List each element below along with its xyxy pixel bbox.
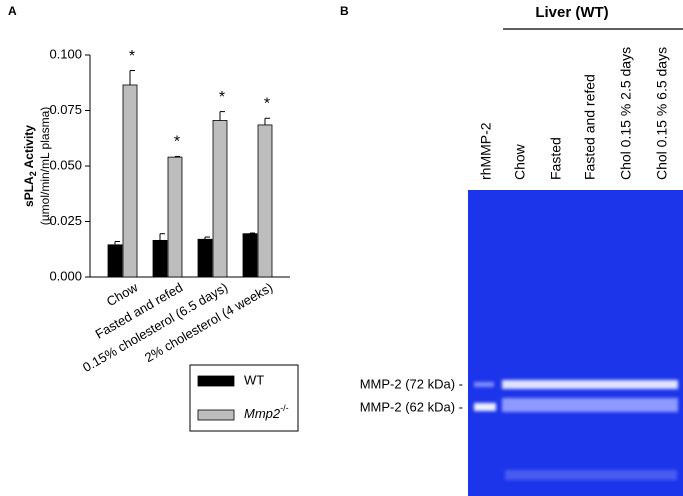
band-label: MMP-2 (62 kDa) - <box>360 399 463 414</box>
lane-label: Chol 0.15 % 6.5 days <box>654 47 670 180</box>
bar <box>107 244 123 278</box>
bar <box>212 120 228 278</box>
bar <box>257 124 273 278</box>
band <box>502 380 678 389</box>
bar <box>152 239 168 278</box>
significance-mark: * <box>174 134 180 151</box>
panel-label: B <box>340 4 349 18</box>
y-axis-label: sPLA2 Activity (µmol/min/mL plasma) <box>22 107 52 226</box>
y-label-rest: Activity <box>22 125 36 172</box>
lane-label: Fasted <box>548 137 564 180</box>
panel-label: A <box>8 4 17 18</box>
legend-label-main: Mmp2 <box>244 406 281 421</box>
band <box>502 398 678 412</box>
significance-mark: * <box>264 95 270 112</box>
band <box>474 382 494 387</box>
bar <box>242 233 258 278</box>
legend-label: WT <box>244 372 264 387</box>
band <box>505 470 677 480</box>
y-tick-label: 0.000 <box>49 268 82 283</box>
lane-label: Chow <box>512 143 528 180</box>
significance-mark: * <box>129 48 135 65</box>
significance-mark: * <box>219 89 225 106</box>
lane-label: Chol 0.15 % 2.5 days <box>618 47 634 180</box>
bar <box>167 156 183 278</box>
gel-image <box>468 190 683 496</box>
lane-label: rhMMP-2 <box>478 122 494 180</box>
legend-swatch <box>197 375 235 387</box>
y-label-sub: 2 <box>28 171 38 176</box>
y-label: sPLA2 Activity <box>22 125 38 207</box>
legend-label: Mmp2-/- <box>244 403 289 421</box>
gel-bands <box>474 380 678 480</box>
y-tick-label: 0.100 <box>49 46 82 61</box>
y-unit: (µmol/min/mL plasma) <box>38 107 52 226</box>
band-label: MMP-2 (72 kDa) - <box>360 376 463 391</box>
y-tick-label: 0.025 <box>49 213 82 228</box>
band <box>474 403 496 411</box>
lane-label: Fasted and refed <box>582 74 598 180</box>
legend-label-sup: -/- <box>280 403 289 413</box>
y-label-main: sPLA <box>22 176 36 207</box>
y-tick-label: 0.050 <box>49 157 82 172</box>
y-tick-label: 0.075 <box>49 102 82 117</box>
bar <box>197 238 213 278</box>
bar <box>122 84 138 278</box>
legend-swatch <box>197 409 235 421</box>
gel-header: Liver (WT) <box>535 4 608 21</box>
